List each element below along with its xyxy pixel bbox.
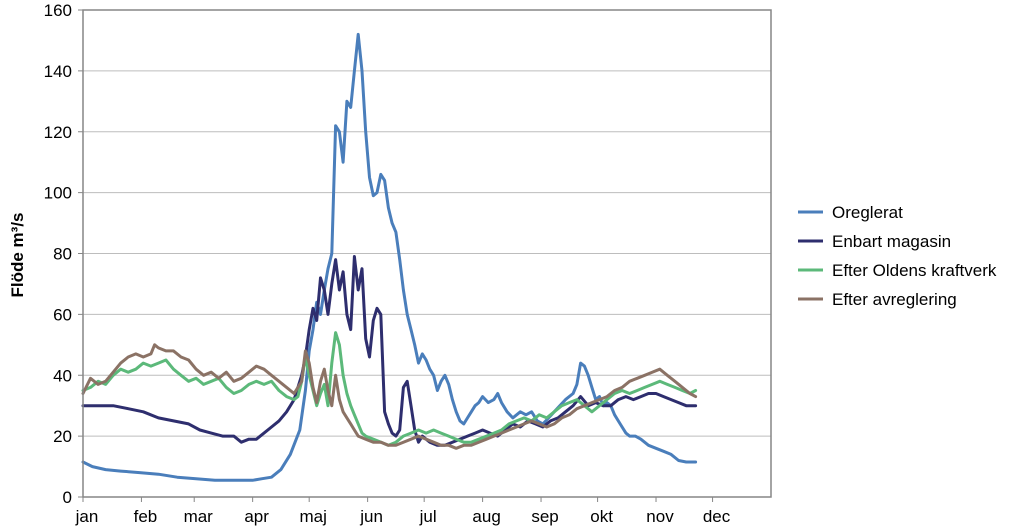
y-tick-label: 20 (53, 427, 72, 446)
y-tick-label: 0 (63, 488, 72, 507)
x-tick-label-nov: nov (646, 507, 674, 526)
y-tick-label: 160 (44, 1, 72, 20)
y-tick-label: 80 (53, 245, 72, 264)
series-lines (81, 32, 698, 482)
gridlines (83, 70, 771, 437)
y-tick-label: 60 (53, 305, 72, 324)
legend-label-efter-avreglering: Efter avreglering (832, 290, 957, 309)
series-line-efter-avreglering (81, 343, 698, 450)
y-axis-ticks: 0 20 40 60 80 100 120 140 160 (44, 1, 83, 507)
y-tick-label: 40 (53, 366, 72, 385)
y-axis-label: Flöde m³/s (8, 212, 27, 297)
x-tick-label-apr: apr (244, 507, 269, 526)
y-tick-label: 140 (44, 62, 72, 81)
x-tick-label-maj: maj (299, 507, 326, 526)
x-tick-label-aug: aug (472, 507, 500, 526)
x-tick-label-mar: mar (184, 507, 214, 526)
legend-label-oreglerat: Oreglerat (832, 203, 903, 222)
x-tick-label-sep: sep (531, 507, 558, 526)
legend-label-efter-oldens-kraftverk: Efter Oldens kraftverk (832, 261, 997, 280)
y-tick-label: 120 (44, 123, 72, 142)
legend-label-enbart-magasin: Enbart magasin (832, 232, 951, 251)
x-axis-ticks: jan feb mar apr maj jun jul aug sep okt nov dec (75, 497, 731, 526)
series-line-oreglerat (81, 32, 698, 482)
legend: Oreglerat Enbart magasin Efter Oldens kraf… (798, 203, 997, 309)
x-tick-label-jun: jun (359, 507, 383, 526)
x-tick-label-feb: feb (134, 507, 158, 526)
x-tick-label-okt: okt (590, 507, 613, 526)
x-tick-label-jan: jan (75, 507, 99, 526)
x-tick-label-jul: jul (419, 507, 437, 526)
x-tick-label-dec: dec (703, 507, 731, 526)
series-line-enbart-magasin (81, 255, 698, 447)
y-tick-label: 100 (44, 184, 72, 203)
